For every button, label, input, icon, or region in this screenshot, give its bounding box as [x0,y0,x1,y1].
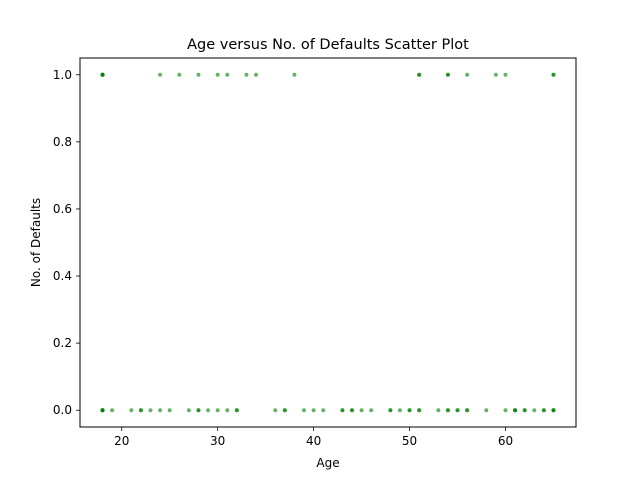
scatter-point [455,408,460,413]
scatter-point [369,408,374,413]
scatter-point [110,408,115,413]
scatter-point [196,408,201,413]
x-tick-label: 20 [114,434,129,448]
y-tick-label: 0.2 [53,336,72,350]
scatter-point [532,408,537,413]
x-tick-label: 40 [306,434,321,448]
scatter-point [129,408,134,413]
scatter-point [196,72,201,77]
scatter-point [292,72,297,77]
x-axis-label: Age [316,456,339,470]
scatter-point [340,408,345,413]
scatter-point [493,72,498,77]
scatter-point [282,408,287,413]
y-tick-label: 0.4 [53,269,72,283]
scatter-point [436,408,441,413]
scatter-point [445,72,450,77]
scatter-point [206,408,211,413]
scatter-point [503,408,508,413]
scatter-point [349,408,354,413]
scatter-point [465,72,470,77]
scatter-point [225,408,230,413]
plot-frame [79,57,577,428]
scatter-point [186,408,191,413]
ticks-layer: 20 30 40 50 60 0.0 0.2 0.4 0.6 0.8 1.0 [53,68,513,448]
y-tick-label: 0.6 [53,202,72,216]
scatter-point [215,408,220,413]
points-layer [100,72,556,413]
y-tick-label: 0.8 [53,135,72,149]
scatter-point [273,408,278,413]
y-axis-label: No. of Defaults [29,198,43,287]
scatter-point [551,408,556,413]
scatter-point [417,408,422,413]
scatter-point [254,72,259,77]
scatter-point [302,408,307,413]
scatter-point [551,72,556,77]
y-tick-label: 1.0 [53,68,72,82]
scatter-point [541,408,546,413]
x-tick-label: 50 [402,434,417,448]
x-tick-label: 30 [210,434,225,448]
scatter-point [465,408,470,413]
y-tick-label: 0.0 [53,403,72,417]
scatter-point [445,408,450,413]
scatter-point [484,408,489,413]
scatter-point [417,72,422,77]
scatter-point [503,72,508,77]
scatter-point [522,408,527,413]
scatter-point [234,408,239,413]
scatter-point [397,408,402,413]
scatter-point [158,72,163,77]
scatter-point [388,408,393,413]
scatter-point [100,72,105,77]
scatter-point [138,408,143,413]
scatter-point [407,408,412,413]
scatter-point [311,408,316,413]
scatter-point [244,72,249,77]
chart-title: Age versus No. of Defaults Scatter Plot [187,37,469,53]
scatter-point [321,408,326,413]
scatter-point [100,408,105,413]
scatter-point [513,408,518,413]
scatter-point [215,72,220,77]
scatter-point [177,72,182,77]
scatter-point [158,408,163,413]
scatter-point [148,408,153,413]
scatter-point [225,72,230,77]
x-tick-label: 60 [498,434,513,448]
scatter-point [359,408,364,413]
scatter-point [167,408,172,413]
